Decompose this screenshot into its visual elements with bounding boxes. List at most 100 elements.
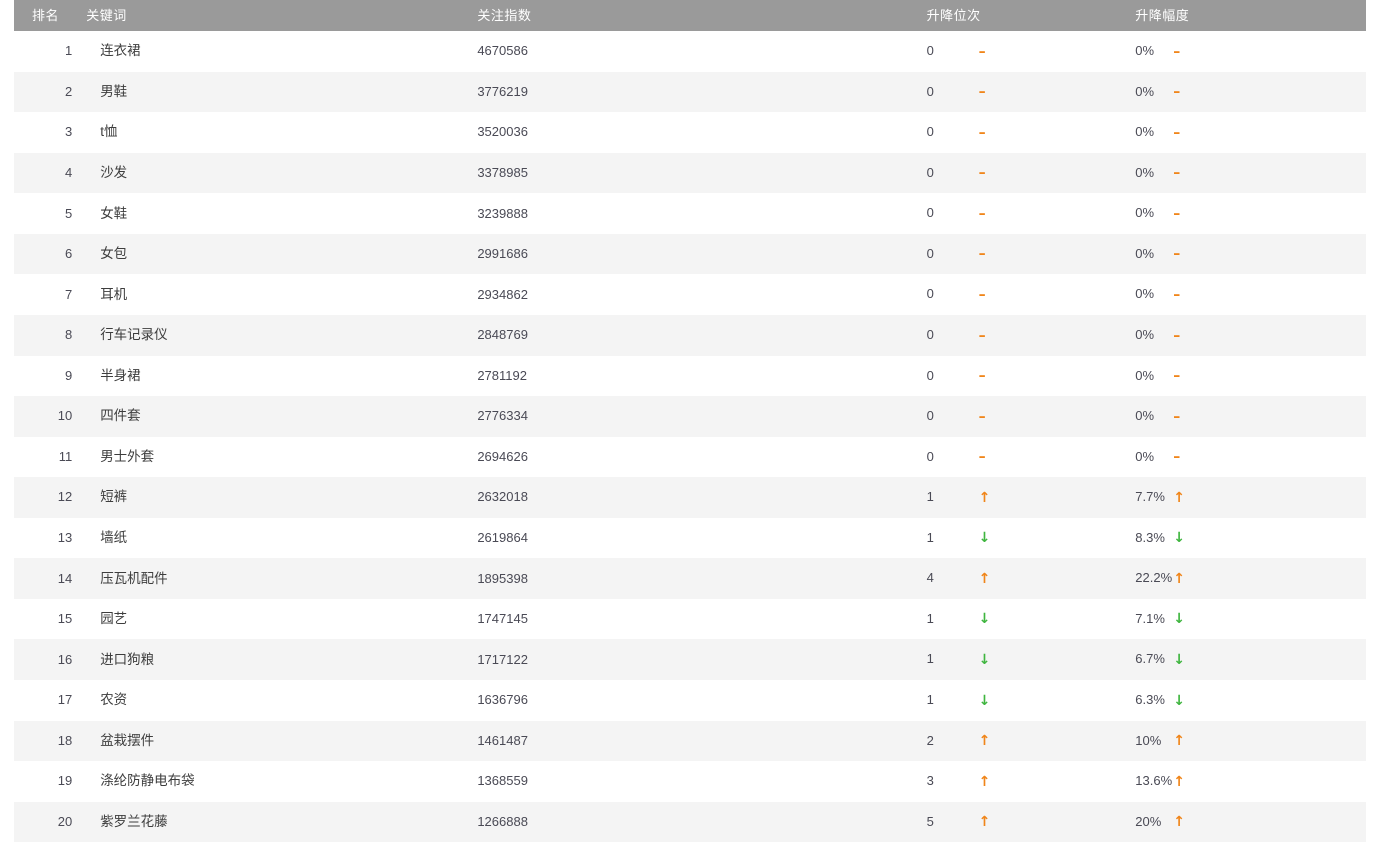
arrow-up-icon: ↑: [1173, 814, 1185, 831]
cell-rank: 19: [57, 773, 73, 789]
table-row[interactable]: 9 半身裙 2781192 0–0% –: [14, 355, 1366, 397]
cell-keyword[interactable]: 女鞋: [100, 205, 128, 221]
rank-change-value-cell: 1 ↑: [919, 477, 1128, 518]
cell-keyword[interactable]: 盆栽摆件: [100, 732, 155, 748]
cell-rank: 17: [57, 692, 73, 708]
cell-keyword[interactable]: 四件套: [100, 408, 141, 424]
rank-change-value-wrap: 0–: [927, 193, 1128, 234]
table-row[interactable]: 11 男士外套 2694626 0–0% –: [14, 436, 1366, 478]
change-amplitude-value-wrap: 0% –: [1135, 315, 1366, 356]
cell-keyword[interactable]: 耳机: [100, 286, 128, 302]
dash-icon: –: [978, 327, 986, 344]
change-amplitude-value-wrap: 10% ↑: [1135, 721, 1366, 762]
rank-change-value: 1: [926, 610, 934, 626]
rank-change-value-cell: 5 ↑: [919, 802, 1128, 842]
cell-rank: 20: [57, 813, 73, 829]
rank-change-value-cell: 1 ↓: [919, 518, 1128, 559]
arrow-down-icon: ↓: [978, 611, 991, 628]
cell-keyword[interactable]: 连衣裙: [100, 43, 141, 59]
rank-change-value-wrap: 0–: [927, 72, 1128, 113]
dash-icon: –: [1173, 84, 1180, 101]
change-amplitude-value-wrap: 7.7% ↑: [1135, 477, 1366, 518]
table-row[interactable]: 8 行车记录仪 2848769 0–0% –: [14, 314, 1366, 356]
cell-rank: 13: [57, 530, 73, 546]
table-row[interactable]: 2 男鞋 3776219 0–0% –: [14, 71, 1366, 113]
table-row[interactable]: 4 沙发 3378985 0–0% –: [14, 152, 1366, 194]
change-amplitude-value: 0%: [1135, 43, 1155, 58]
cell-rank: 11: [58, 448, 73, 464]
cell-rank: 10: [57, 408, 73, 424]
rank-change-value-wrap: 0–: [927, 356, 1128, 397]
change-amplitude-value-cell: 10% ↑: [1127, 721, 1366, 762]
change-amplitude-value-wrap: 13.6%↑: [1135, 761, 1366, 802]
table-row[interactable]: 12 短裤 2632018 1 ↑ 7.7% ↑: [14, 477, 1366, 518]
rank-change-value: 1: [926, 529, 934, 545]
table-row[interactable]: 13 墙纸 2619864 1 ↓ 8.3% ↓: [14, 517, 1366, 559]
table-row[interactable]: 3 t恤 3520036 0–0% –: [14, 112, 1366, 153]
cell-keyword[interactable]: 涤纶防静电布袋: [100, 773, 195, 789]
change-amplitude-value-wrap: 0% –: [1135, 72, 1366, 113]
change-amplitude-value-cell: 0% –: [1127, 112, 1366, 153]
column-header-attention-index[interactable]: 关注指数: [477, 8, 532, 23]
change-amplitude-value: 0%: [1135, 286, 1155, 302]
change-amplitude-value: 6.3%: [1135, 692, 1165, 707]
cell-keyword[interactable]: 进口狗粮: [100, 651, 155, 667]
cell-keyword[interactable]: 行车记录仪: [100, 327, 168, 343]
table-row[interactable]: 18 盆栽摆件 1461487 2 ↑ 10% ↑: [14, 720, 1366, 762]
table-row[interactable]: 15 园艺 1747145 1 ↓ 7.1% ↓: [14, 598, 1366, 640]
cell-keyword[interactable]: 农资: [100, 692, 128, 708]
cell-keyword[interactable]: 紫罗兰花藤: [100, 813, 168, 829]
table-row[interactable]: 1 连衣裙 4670586 0–0% –: [14, 31, 1366, 72]
cell-keyword[interactable]: 压瓦机配件: [100, 570, 168, 586]
cell-keyword[interactable]: 男士外套: [100, 448, 155, 464]
cell-rank: 14: [57, 570, 73, 586]
cell-attention-index: 1266888: [477, 813, 528, 829]
rank-change-value-cell: 0–: [919, 153, 1128, 194]
table-row[interactable]: 6 女包 2991686 0–0% –: [14, 233, 1366, 275]
arrow-down-icon: ↓: [978, 652, 991, 668]
table-header: 排名 关键词 关注指数 升降位次 升降幅度: [14, 0, 1366, 31]
table-row[interactable]: 19 涤纶防静电布袋 1368559 3 ↑ 13.6%↑: [14, 761, 1366, 802]
change-amplitude-value-wrap: 0% –: [1135, 234, 1366, 275]
rank-change-value-cell: 0–: [919, 356, 1128, 397]
cell-keyword[interactable]: 女包: [100, 246, 128, 262]
table-row[interactable]: 5 女鞋 3239888 0–0% –: [14, 193, 1366, 234]
dash-icon: –: [978, 84, 986, 101]
table-row[interactable]: 16 进口狗粮 1717122 1 ↓ 6.7% ↓: [14, 639, 1366, 680]
cell-rank: 1: [64, 43, 73, 59]
cell-keyword[interactable]: 墙纸: [100, 530, 128, 546]
cell-keyword[interactable]: t恤: [100, 124, 118, 140]
column-header-change-amplitude[interactable]: 升降幅度: [1135, 8, 1190, 23]
table-row[interactable]: 20 紫罗兰花藤 1266888 5 ↑ 20% ↑: [14, 801, 1366, 842]
table-row[interactable]: 14 压瓦机配件 1895398 4 ↑ 22.2%↑: [14, 558, 1366, 599]
column-header-keyword[interactable]: 关键词: [86, 8, 127, 23]
cell-keyword[interactable]: 男鞋: [100, 83, 128, 99]
change-amplitude-value: 0%: [1135, 83, 1155, 99]
cell-keyword[interactable]: 短裤: [100, 489, 128, 505]
rank-change-value: 0: [926, 448, 934, 464]
rank-change-value-wrap: 1 ↓: [927, 599, 1128, 640]
cell-keyword[interactable]: 半身裙: [100, 367, 141, 383]
change-amplitude-value-cell: 7.1% ↓: [1127, 599, 1366, 640]
cell-attention-index: 2694626: [477, 448, 528, 464]
rank-change-value-wrap: 3 ↑: [927, 761, 1128, 802]
rank-change-value-wrap: 1 ↓: [927, 518, 1128, 559]
dash-icon: –: [978, 246, 986, 263]
rank-change-value: 2: [926, 732, 934, 748]
dash-icon: –: [978, 165, 986, 182]
table-row[interactable]: 10 四件套 2776334 0–0% –: [14, 396, 1366, 437]
cell-attention-index: 3520036: [477, 124, 528, 140]
cell-attention-index: 3239888: [477, 205, 528, 221]
rank-change-value-cell: 0–: [919, 315, 1128, 356]
table-body: 1 连衣裙 4670586 0–0% –2 男鞋 3776219 0–0% –3 t恤 352003…: [14, 31, 1366, 842]
cell-keyword[interactable]: 园艺: [100, 611, 128, 627]
table-row[interactable]: 17 农资 1636796 1 ↓ 6.3% ↓: [14, 680, 1366, 721]
cell-keyword[interactable]: 沙发: [100, 164, 128, 180]
change-amplitude-value: 20%: [1135, 813, 1162, 829]
column-header-rank[interactable]: 排名: [32, 8, 60, 23]
change-amplitude-value: 7.1%: [1135, 610, 1165, 626]
column-header-rank-change[interactable]: 升降位次: [926, 8, 981, 23]
dash-icon: –: [978, 124, 986, 141]
table-row[interactable]: 7 耳机 2934862 0–0% –: [14, 274, 1366, 315]
dash-icon: –: [1173, 165, 1180, 182]
